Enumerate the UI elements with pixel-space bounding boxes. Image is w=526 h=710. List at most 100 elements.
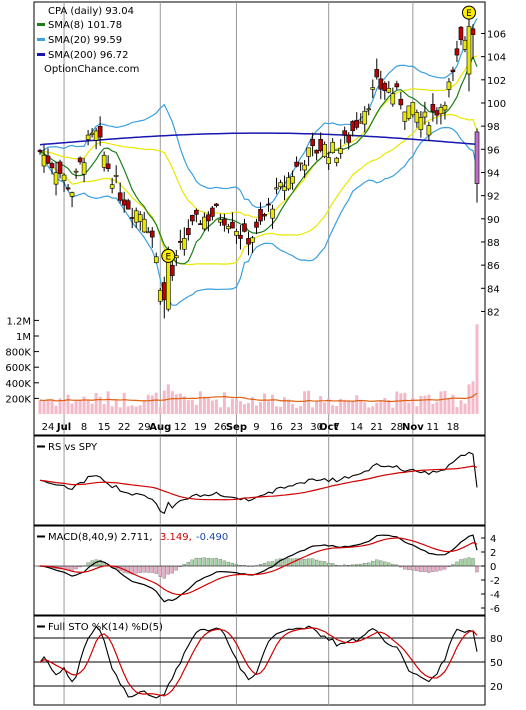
macd-histogram-bar — [306, 558, 311, 567]
candle-body — [334, 157, 339, 163]
macd-histogram-bar — [230, 562, 235, 567]
candle-body — [170, 264, 175, 276]
sma20-legend-text: SMA(20) 99.59 — [48, 35, 122, 46]
macd-histogram-bar — [146, 565, 150, 573]
macd-histogram-bar — [403, 565, 407, 570]
macd-histogram-bar — [174, 565, 178, 571]
sto-k-line — [39, 625, 478, 699]
candle-body — [145, 231, 151, 234]
candle-body — [306, 147, 311, 157]
macd-tick-label: 2 — [490, 548, 496, 559]
candle-body — [402, 111, 408, 122]
x-tick-label: 28 — [390, 422, 403, 433]
macd-histogram-bar — [150, 565, 154, 573]
macd-histogram-bar — [327, 563, 331, 567]
volume-bar — [315, 401, 319, 414]
volume-bar — [443, 390, 447, 414]
macd-tick-label: -6 — [490, 604, 500, 615]
candle-body — [354, 119, 360, 128]
sma200-legend-text: SMA(200) 96.72 — [48, 50, 129, 61]
macd-histogram-bar — [363, 563, 367, 567]
volume-bar — [403, 392, 407, 414]
macd-histogram-bar — [419, 565, 423, 572]
volume-bar — [46, 399, 50, 414]
macd-histogram-bar — [186, 562, 190, 567]
macd-histogram-bar — [70, 565, 74, 571]
volume-bar — [423, 395, 427, 414]
macd-histogram-bar — [226, 561, 231, 567]
price-tick-label: 102 — [487, 76, 506, 87]
volume-bar — [126, 406, 130, 414]
volume-bar — [335, 406, 339, 414]
macd-histogram-bar — [190, 559, 194, 567]
macd-histogram-bar — [459, 559, 463, 567]
earnings-marker — [461, 5, 476, 20]
price-tick-label: 98 — [487, 122, 500, 133]
candle-body — [470, 28, 476, 35]
x-tick-label: 18 — [447, 422, 460, 433]
macd-histogram-bar — [194, 557, 199, 567]
candle-body — [346, 134, 352, 143]
volume-bar — [447, 398, 451, 414]
volume-bar — [246, 403, 250, 414]
macd-histogram-bar — [214, 557, 219, 567]
candle-body — [226, 226, 231, 230]
volume-bar — [459, 400, 463, 414]
candle-body — [426, 125, 432, 136]
macd-tick-label: -2 — [490, 576, 500, 587]
volume-tick-label: 1M — [16, 332, 31, 343]
volume-bar — [42, 400, 46, 414]
price-tick-label: 92 — [487, 192, 500, 203]
macd-histogram-bar — [415, 565, 419, 572]
volume-bar — [323, 402, 327, 414]
volume-bar — [431, 403, 435, 414]
candle-body — [218, 219, 223, 223]
candle-body — [210, 207, 215, 217]
macd-histogram-bar — [218, 559, 223, 567]
x-tick-label: 12 — [174, 422, 187, 433]
sto-tick-label: 50 — [490, 658, 503, 669]
candle-body — [446, 81, 452, 90]
candle-body — [190, 215, 195, 222]
volume-bar — [427, 394, 431, 414]
x-tick-label: 14 — [350, 422, 363, 433]
volume-bar — [395, 391, 399, 414]
macd-histogram-bar — [222, 560, 227, 567]
candle-body — [230, 221, 235, 229]
volume-bar — [122, 392, 126, 414]
volume-bar — [150, 395, 154, 414]
volume-bar — [475, 324, 479, 414]
volume-bar — [451, 394, 455, 414]
volume-bar — [178, 393, 182, 414]
earnings-marker-label: E — [466, 9, 472, 19]
candle-body — [41, 154, 47, 167]
volume-bar — [130, 405, 134, 414]
volume-bar — [415, 406, 419, 414]
x-tick-label: 15 — [98, 422, 111, 433]
candle-body — [258, 208, 263, 222]
volume-bar — [375, 402, 379, 414]
sto-label: Full STO %K(14) %D(5) — [48, 622, 163, 633]
macd-histogram-bar — [138, 565, 142, 573]
candle-body — [434, 110, 440, 116]
volume-bar — [471, 381, 475, 414]
candle-body — [37, 149, 43, 153]
volume-bar — [106, 391, 110, 414]
candle-body — [93, 130, 99, 141]
candle-body — [442, 104, 448, 111]
candle-body — [121, 199, 127, 206]
candle-body — [141, 218, 147, 233]
macd-line — [39, 534, 478, 603]
candle-body — [342, 130, 347, 136]
candle-body — [302, 164, 307, 171]
volume-bar — [146, 394, 150, 414]
macd-histogram-bar — [467, 557, 471, 567]
volume-bar — [399, 393, 403, 414]
volume-bar — [230, 398, 234, 414]
volume-bar — [102, 404, 106, 414]
volume-bar — [307, 390, 311, 414]
macd-histogram-bar — [435, 565, 439, 572]
rs-panel-frame — [33, 435, 486, 526]
volume-bar — [279, 406, 283, 414]
